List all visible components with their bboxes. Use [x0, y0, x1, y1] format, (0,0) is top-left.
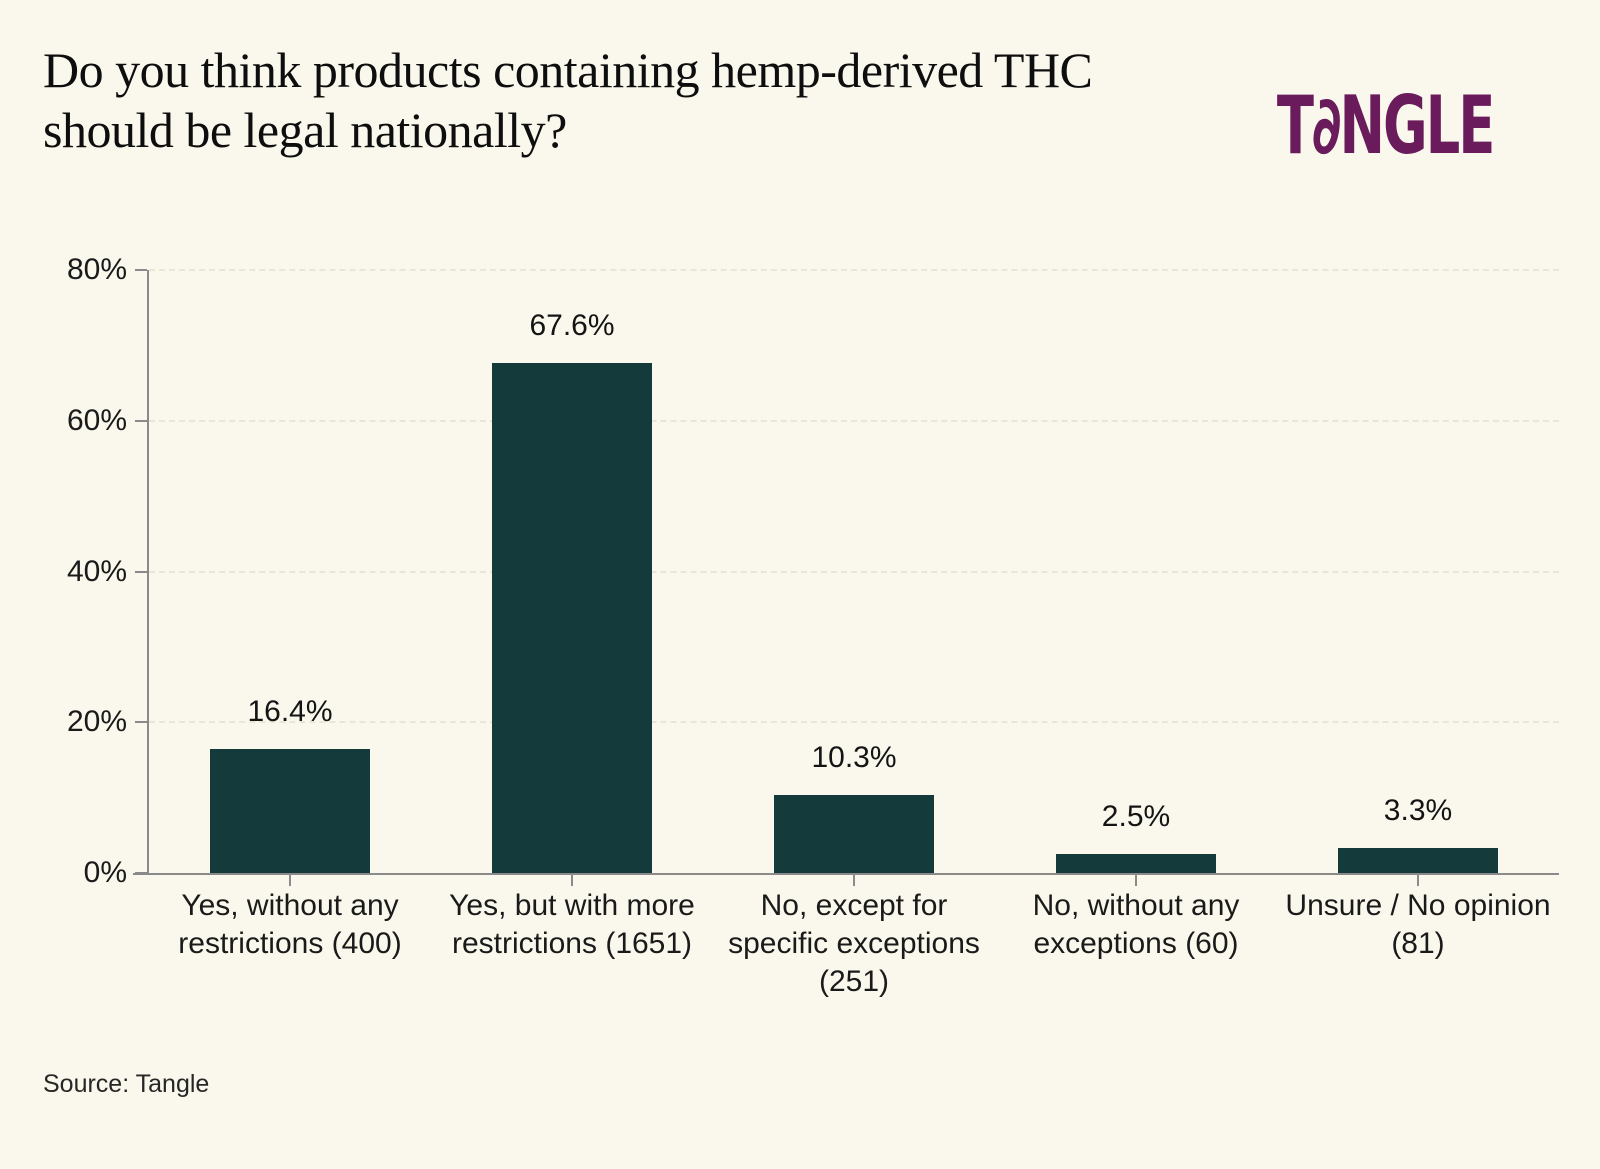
y-axis-tick — [135, 269, 147, 271]
category-label: Yes, but with more restrictions (1651) — [449, 889, 695, 960]
x-axis-tick — [289, 873, 291, 886]
plot-area: 0% 20% 40% 60% 80% 16.4% Yes, without any rest… — [67, 255, 1559, 998]
y-axis-tick-label: 20% — [66, 705, 127, 739]
gridline — [149, 269, 1559, 271]
y-axis-tick — [135, 721, 147, 724]
source-note: Source: Tangle — [43, 1070, 210, 1098]
category-label: No, without any exceptions (60) — [1032, 889, 1240, 960]
gridline — [149, 419, 1559, 422]
bar-value-label: 3.3% — [1383, 794, 1453, 828]
category-label: Unsure / No opinion (81) — [1285, 889, 1551, 960]
bar — [774, 795, 934, 873]
bar — [1056, 854, 1216, 873]
gridline — [149, 570, 1559, 573]
y-axis-tick-label: 0% — [83, 856, 127, 889]
x-axis-line — [133, 873, 1559, 875]
x-axis-tick — [853, 873, 855, 886]
y-axis-tick-label: 80% — [66, 253, 127, 286]
bar — [492, 363, 652, 873]
y-axis-tick-label: 40% — [66, 554, 127, 588]
bar-value-label: 67.6% — [529, 309, 615, 343]
y-axis-tick — [135, 570, 147, 573]
bar-value-label: 2.5% — [1101, 800, 1171, 834]
bar-value-label: 16.4% — [247, 695, 333, 729]
bar — [1338, 848, 1498, 873]
x-axis-tick — [1135, 873, 1137, 886]
y-axis-tick — [135, 419, 147, 422]
bar-value-label: 10.3% — [811, 741, 897, 775]
category-label: No, except for specific exceptions (251) — [728, 889, 980, 998]
x-axis-tick — [1417, 873, 1419, 886]
y-axis-tick-label: 60% — [66, 403, 127, 437]
x-axis-tick — [571, 873, 573, 886]
gridline — [149, 721, 1559, 724]
chart-title: Do you think products containing hemp-de… — [43, 42, 1093, 158]
category-label: Yes, without any restrictions (400) — [178, 889, 402, 960]
bar — [210, 749, 370, 873]
tangle-logo: T∂NGLE — [1276, 79, 1496, 172]
